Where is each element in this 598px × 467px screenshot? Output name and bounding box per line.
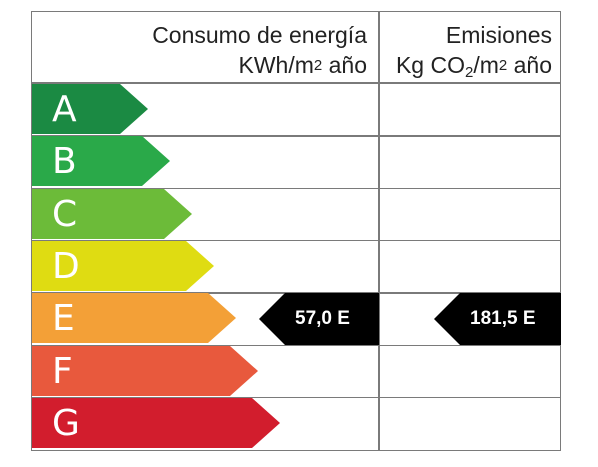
row-divider (32, 396, 560, 399)
band-letter: A (52, 89, 77, 130)
energy-rating-marker: 57,0 E (259, 292, 379, 345)
band-letter: E (52, 298, 75, 340)
energy-band-f: F (32, 345, 258, 398)
emissions-rating-marker-value: 181,5 E (470, 307, 536, 329)
emissions-rating-marker: 181,5 E (434, 292, 561, 345)
band-letter: F (52, 350, 73, 392)
row-divider (32, 187, 560, 190)
emissions-header-title: Emisiones (445, 22, 552, 48)
band-arrow-g (32, 397, 280, 448)
energy-band-g: G (32, 397, 280, 450)
row-divider (32, 344, 560, 346)
band-letter: G (52, 402, 80, 444)
header-divider (32, 82, 560, 84)
emissions-header-unit: Kg CO2/m2 año (395, 52, 552, 81)
energy-band-d: D (32, 240, 214, 293)
band-arrow-c (32, 188, 192, 239)
energy-certificate-table: Consumo de energía KWh/m2 año Emisiones … (31, 11, 561, 451)
energy-consumption-header: Consumo de energía KWh/m2 año (32, 20, 367, 84)
energy-band-a: A (32, 84, 148, 136)
band-letter: D (52, 245, 80, 287)
energy-header-title: Consumo de energía (152, 22, 367, 48)
energy-band-e: E (32, 293, 236, 345)
row-divider (32, 239, 560, 242)
band-arrow-e (32, 293, 236, 344)
emissions-rating-marker-arrow (434, 292, 561, 345)
band-arrow-f (32, 345, 258, 396)
band-letter: C (52, 193, 78, 235)
band-arrow-b (32, 136, 170, 187)
energy-band-c: C (32, 188, 192, 241)
column-divider (378, 12, 380, 450)
band-letter: B (52, 141, 77, 183)
emissions-header: Emisiones Kg CO2/m2 año (380, 20, 552, 84)
band-arrow-d (32, 240, 214, 291)
energy-band-b: B (32, 136, 170, 188)
band-arrow-a (32, 84, 148, 134)
energy-header-unit: KWh/m2 año (238, 52, 368, 78)
energy-rating-marker-arrow (259, 292, 379, 345)
row-divider (32, 135, 560, 137)
energy-rating-marker-value: 57,0 E (295, 307, 350, 329)
